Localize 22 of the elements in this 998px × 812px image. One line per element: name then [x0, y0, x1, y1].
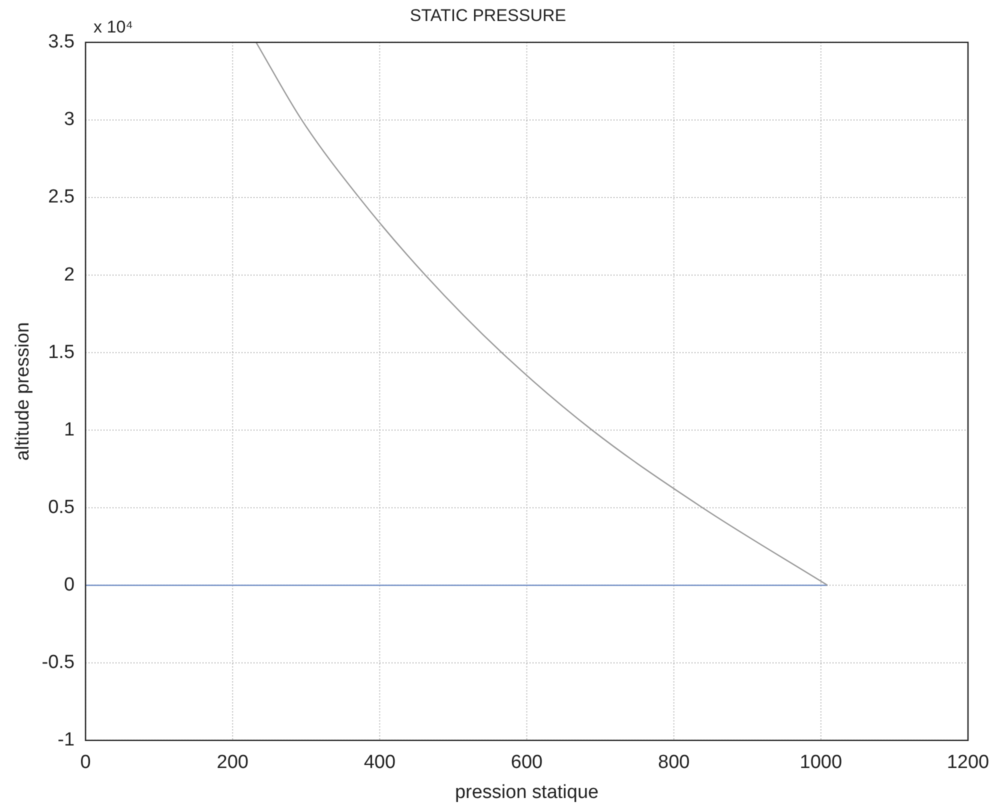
y-axis-title: altitude pression [12, 322, 34, 461]
y-tick-label: 0 [64, 574, 75, 596]
y-tick-label: 2 [64, 264, 75, 286]
y-tick-label: 1.5 [48, 342, 75, 363]
x-axis-title: pression statique [454, 782, 599, 803]
x-tick-label: 1000 [800, 752, 842, 774]
y-tick-label: 1 [64, 419, 75, 440]
y-tick-label: 3.5 [48, 32, 75, 53]
x-tick-label: 400 [364, 752, 396, 774]
y-tick-label: 3 [64, 109, 75, 130]
chart-title: STATIC PRESSURE [410, 6, 566, 25]
x-tick-label: 600 [510, 752, 543, 774]
x-tick-label: 800 [658, 752, 690, 774]
y-tick-label: 2.5 [48, 186, 75, 208]
y-tick-label: -1 [58, 730, 75, 751]
text: x 10⁴ [94, 18, 133, 37]
x-tick-label: 0 [80, 752, 91, 774]
y-tick-label: 0.5 [48, 496, 75, 518]
line-series [255, 42, 828, 586]
y-tick-label: -0.5 [42, 652, 75, 674]
x-tick-label: 1200 [946, 752, 990, 774]
x-tick-label: 200 [216, 752, 248, 774]
